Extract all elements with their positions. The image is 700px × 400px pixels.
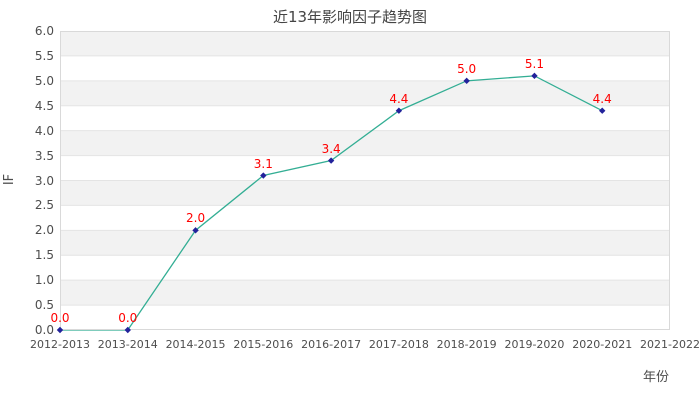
plot-band — [60, 105, 670, 131]
plot-band — [60, 55, 670, 81]
point-label: 2.0 — [186, 211, 206, 226]
data-point-marker — [531, 72, 538, 80]
data-point-marker — [327, 157, 335, 164]
y-tick-label: 4.5 — [34, 98, 54, 113]
y-tick-label: 4.0 — [34, 123, 54, 138]
plot-band — [60, 230, 670, 256]
point-label: 3.1 — [253, 156, 273, 171]
line-chart-svg — [56, 31, 670, 334]
plot-area — [56, 31, 670, 334]
data-point-marker — [260, 172, 267, 179]
data-point-marker — [599, 107, 606, 114]
data-point-marker — [124, 326, 131, 334]
plot-band — [60, 130, 670, 156]
x-tick-label: 2013-2014 — [97, 338, 158, 351]
y-tick-label: 2.0 — [34, 223, 54, 238]
plot-band — [60, 80, 670, 106]
plot-band — [60, 180, 670, 206]
data-point-marker — [56, 326, 64, 334]
point-label: 5.0 — [457, 61, 477, 76]
point-label: 3.4 — [321, 141, 341, 156]
plot-band — [60, 31, 670, 56]
x-tick-label: 2016-2017 — [301, 338, 362, 351]
x-tick-label: 2017-2018 — [368, 338, 429, 351]
point-label: 5.1 — [524, 56, 544, 71]
x-tick-label: 2014-2015 — [165, 338, 226, 351]
data-point-marker — [395, 107, 403, 114]
x-tick-label: 2012-2013 — [30, 338, 90, 351]
point-label: 0.0 — [118, 311, 138, 325]
plot-band — [60, 280, 670, 306]
x-axis-title: 年份 — [643, 370, 670, 385]
y-tick-label: 5.5 — [34, 48, 54, 63]
y-tick-label: 3.0 — [34, 173, 54, 188]
x-tick-label: 2020-2021 — [572, 338, 633, 351]
x-tick-label: 2019-2020 — [504, 338, 565, 351]
plot-band — [60, 255, 670, 281]
y-tick-label: 0.5 — [34, 298, 54, 313]
y-tick-label: 5.0 — [34, 73, 54, 88]
x-tick-label: 2018-2019 — [436, 338, 497, 351]
point-label: 4.4 — [389, 91, 409, 106]
plot-band — [60, 155, 670, 181]
x-tick-label: 2015-2016 — [233, 338, 294, 351]
y-tick-label: 1.5 — [34, 248, 54, 263]
plot-band — [60, 205, 670, 231]
y-tick-label: 0.0 — [34, 323, 54, 337]
y-tick-label: 6.0 — [34, 24, 54, 38]
point-label: 0.0 — [50, 311, 70, 325]
y-tick-label: 3.5 — [34, 148, 54, 163]
x-tick-label: 2021-2022 — [640, 338, 700, 351]
point-label: 4.4 — [592, 91, 612, 106]
y-tick-label: 1.0 — [34, 273, 54, 288]
chart-title: 近13年影响因子趋势图 — [272, 8, 428, 26]
plot-border — [60, 31, 670, 330]
y-tick-label: 2.5 — [34, 198, 54, 213]
data-point-marker — [463, 77, 470, 85]
data-point-marker — [192, 227, 199, 234]
plot-band — [60, 305, 670, 330]
